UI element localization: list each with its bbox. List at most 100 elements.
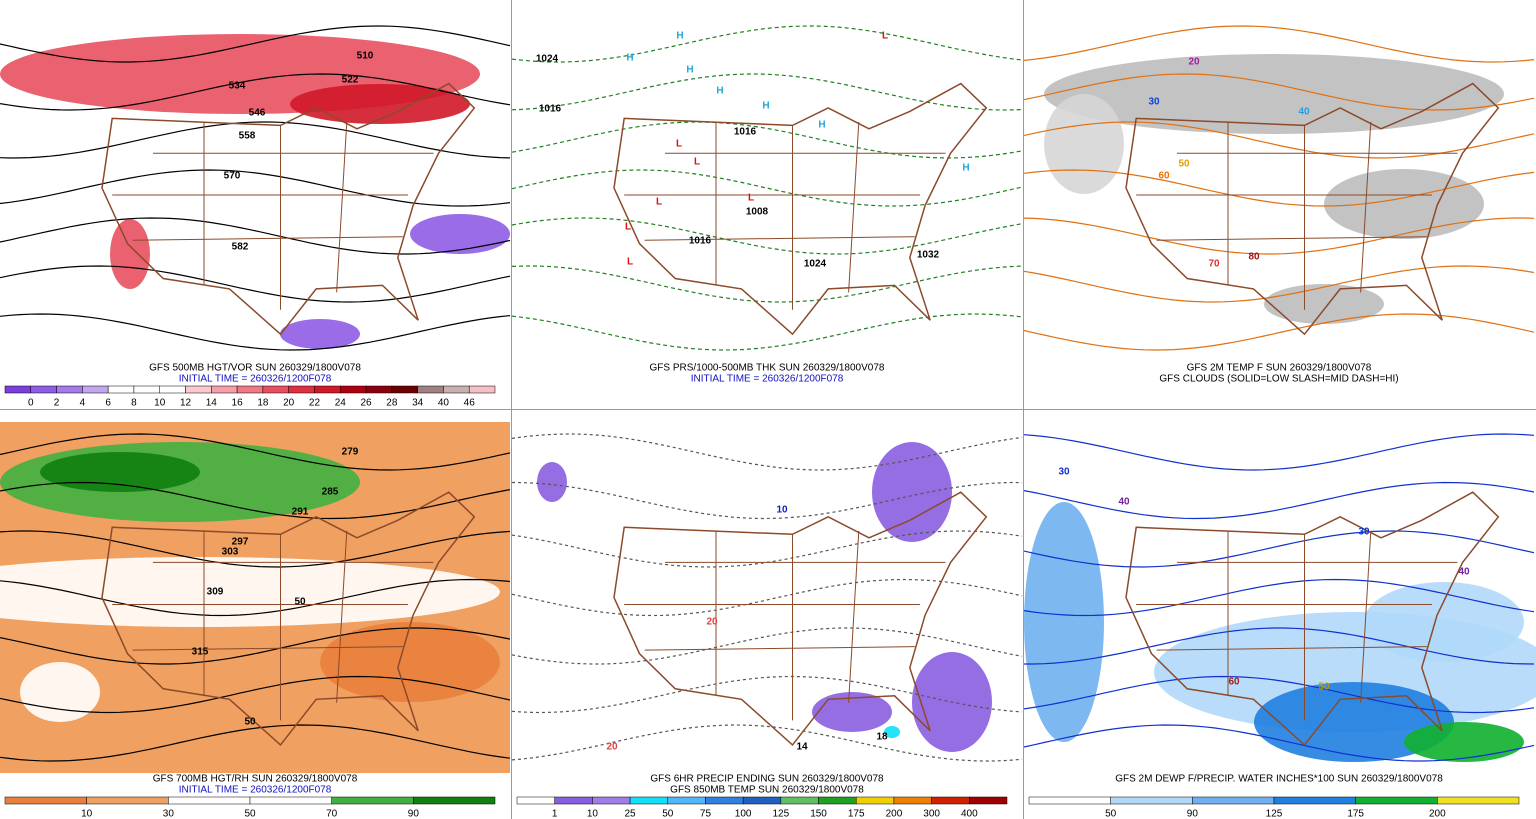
contour-label: 297 — [232, 537, 249, 548]
colorbar-label: 200 — [886, 809, 903, 819]
contour — [0, 25, 511, 63]
field-shade — [1324, 169, 1484, 239]
contour-label: 1016 — [734, 127, 757, 138]
state-border — [848, 530, 860, 703]
contour — [0, 578, 511, 617]
colorbar-label: 125 — [1266, 809, 1283, 819]
colorbar-label: 75 — [700, 809, 712, 819]
colorbar-segment — [211, 385, 238, 394]
contour — [511, 433, 1023, 471]
field-shade — [1264, 284, 1384, 324]
contour-label: 279 — [342, 447, 359, 458]
state-border — [1156, 236, 1427, 241]
colorbar-label: 200 — [1429, 809, 1446, 819]
contour-label: 1016 — [539, 104, 562, 115]
caption: GFS 2M TEMP F SUN 260329/1800V078 — [1187, 363, 1372, 374]
colorbar-segment — [780, 796, 819, 805]
contour — [511, 121, 1023, 159]
colorbar-label: 300 — [923, 809, 940, 819]
contour — [511, 313, 1023, 351]
contour-label: 1032 — [917, 250, 940, 261]
contour-label: 1024 — [536, 54, 559, 65]
colorbar-label: 100 — [735, 809, 752, 819]
contour-label: 1024 — [804, 259, 827, 270]
contour — [0, 481, 511, 520]
caption: INITIAL TIME = 260326/1200F078 — [179, 785, 332, 796]
contour-label: 70 — [1208, 259, 1220, 270]
colorbar-segment — [1273, 796, 1356, 805]
panel: 10 20 20 14 18 — [511, 422, 1023, 773]
colorbar-label: 16 — [232, 398, 244, 409]
colorbar-segment — [1355, 796, 1438, 805]
field-shade — [812, 692, 892, 732]
contour-label: L — [694, 157, 700, 168]
contour — [1023, 578, 1535, 617]
colorbar-label: 50 — [662, 809, 674, 819]
contour — [1023, 313, 1535, 351]
contour-label: 30 — [1358, 527, 1370, 538]
contour-label: 570 — [224, 171, 241, 182]
field-shade — [320, 622, 500, 702]
contour-label: 510 — [357, 51, 374, 62]
map-area — [512, 14, 1022, 362]
colorbar-segment — [365, 385, 393, 394]
field-shade — [290, 84, 470, 124]
contour — [0, 121, 511, 159]
contour-label: 60 — [1158, 171, 1170, 182]
colorbar-segment — [1110, 796, 1193, 805]
colorbar-segment — [288, 385, 315, 394]
state-outline — [101, 82, 476, 336]
state-outline — [613, 491, 988, 746]
field-shade — [410, 214, 510, 254]
colorbar-segment — [969, 796, 1008, 805]
contour-label: 534 — [229, 81, 246, 92]
colorbar-label: 24 — [335, 398, 347, 409]
contour-label: 50 — [294, 597, 306, 608]
colorbar-segment — [629, 796, 669, 805]
contour-label: L — [676, 139, 682, 150]
colorbar-label: 8 — [131, 398, 137, 409]
contour-label: 80 — [1248, 252, 1260, 263]
colorbar-segment — [705, 796, 744, 805]
panel: 510 522 534 546 558 570 582 — [0, 14, 511, 362]
colorbar-segment — [554, 796, 593, 805]
contour — [1023, 121, 1535, 159]
contour-label: H — [762, 101, 769, 112]
state-outline — [1125, 82, 1500, 336]
field-shade — [40, 452, 200, 492]
colorbar-label: 10 — [154, 398, 166, 409]
state-border — [1156, 646, 1427, 651]
colorbar-label: 18 — [257, 398, 269, 409]
colorbar-segment — [818, 796, 857, 805]
colorbar-segment — [931, 796, 970, 805]
colorbar-segment — [107, 385, 135, 394]
contour-label: L — [748, 193, 754, 204]
colorbar-label: 22 — [309, 398, 321, 409]
contour — [511, 265, 1023, 303]
contour — [511, 578, 1023, 617]
contour-label: H — [962, 163, 969, 174]
contour-label: L — [625, 222, 631, 233]
contour-label: 315 — [192, 647, 209, 658]
field-shade — [1044, 54, 1504, 134]
contour — [1023, 73, 1535, 111]
colorbar-segment — [249, 796, 332, 805]
state-border — [1360, 121, 1372, 293]
contour — [511, 217, 1023, 255]
colorbar-label: 175 — [1347, 809, 1364, 819]
contour — [1023, 217, 1535, 255]
contour-label: 558 — [239, 131, 256, 142]
colorbar-label: 6 — [105, 398, 111, 409]
field-shade — [110, 219, 150, 289]
contour-label: 303 — [222, 547, 239, 558]
contour-label: 40 — [1118, 497, 1130, 508]
colorbar-segment — [1437, 796, 1520, 805]
contour-label: 40 — [1298, 107, 1310, 118]
contour-label: 40 — [1458, 567, 1470, 578]
contour — [0, 265, 511, 303]
contour-label: 14 — [796, 742, 808, 753]
contour — [511, 675, 1023, 714]
contour — [1023, 675, 1535, 714]
